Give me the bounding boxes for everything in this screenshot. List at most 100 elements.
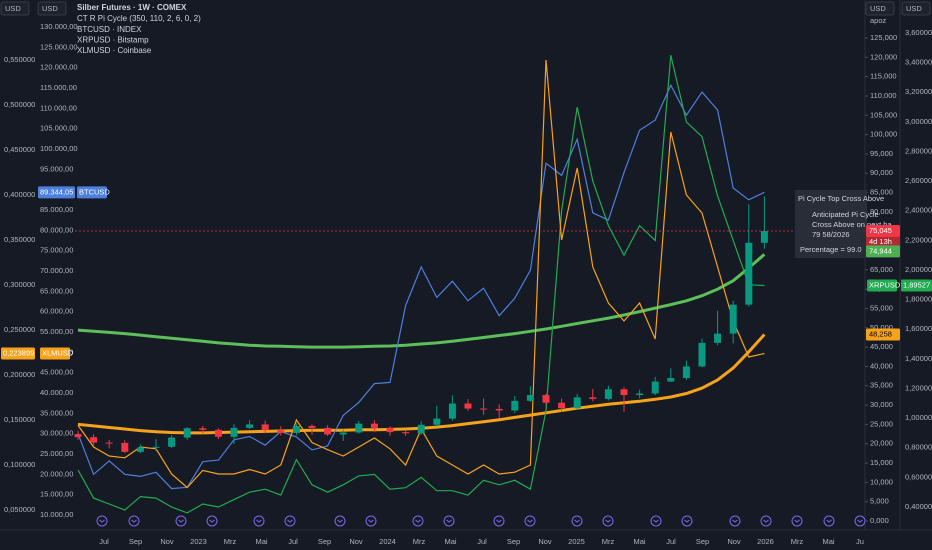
signal-line: Cross Above on next ba [812,220,892,229]
countdown-box [866,237,900,248]
candle-body [105,442,113,444]
x-tick-label: Mai [444,537,456,546]
candle-body [636,393,644,396]
event-icon-glyph [131,519,137,523]
y-tick-label: 50,000 [870,323,893,332]
y-tick-label: 20.000,00 [40,469,73,478]
y-tick-label: 55.000,00 [40,327,73,336]
candle-body [651,381,659,394]
y-tick-label: 25.000,00 [40,449,73,458]
y-tick-label: 35.000,00 [40,408,73,417]
y-tick-label: 80,000 [870,207,893,216]
y-tick-label: 65.000,00 [40,286,73,295]
last-price-tag [38,186,75,199]
x-tick-label: Mrz [791,537,804,546]
candle-body [745,242,753,305]
signal-title: Pi Cycle Top Cross Above [798,194,884,203]
event-icon [729,515,741,527]
event-icon-glyph [256,519,262,523]
event-icon [524,515,536,527]
y-tick-label: 0,000 [870,516,889,525]
y-tick-label: 110.000,00 [40,103,77,112]
series-tag [77,186,107,199]
series-tag-label: BTCUSD [79,187,110,196]
event-icon [681,515,693,527]
x-tick-label: Jul [288,537,298,546]
candle-body [480,408,488,410]
y-tick-label: 3,60000 [905,28,932,37]
candle-body [292,425,300,433]
ma-value-label: 48,258 [869,330,892,339]
candle-body [214,429,222,437]
candle-body [417,424,425,434]
y-tick-label: 15.000,00 [40,490,73,499]
y-tick-label: 1,40000 [905,354,932,363]
y-tick-label: 40,000 [870,361,893,370]
event-icon [823,515,835,527]
y-tick-label: 0,100000 [4,460,35,469]
series-tag [40,347,70,360]
candle-body [355,423,363,433]
candle-body [464,403,472,409]
event-icon [493,515,505,527]
y-tick-label: 85,000 [870,188,893,197]
candle-body [526,395,534,401]
candle-body [199,428,207,430]
last-price-tag [1,347,35,360]
y-tick-label: 45,000 [870,342,893,351]
y-tick-label: 2,80000 [905,146,932,155]
x-tick-label: Ju [856,537,864,546]
event-icon-glyph [209,519,215,523]
x-tick-label: Mai [633,537,645,546]
x-tick-label: Nov [538,537,552,546]
y-tick-label: 0,450000 [4,145,35,154]
candle-body [152,446,160,448]
candle-body [573,397,581,409]
x-tick-label: Jul [477,537,487,546]
candle-body [230,427,238,437]
axis-header-box [37,1,67,16]
candle-body [589,397,597,399]
y-tick-label: 0,350000 [4,235,35,244]
series-tag-label: XLMUSD [42,348,74,357]
candle-body [620,389,628,396]
x-tick-label: Sep [129,537,142,546]
signal-line: 79 58/2026 [812,230,850,239]
y-tick-label: 0,400000 [4,190,35,199]
y-tick-label: 0,60000 [905,472,932,481]
x-tick-label: Sep [318,537,331,546]
event-icon-glyph [794,519,800,523]
price-line [77,55,765,514]
y-tick-label: 1,60000 [905,324,932,333]
y-tick-label: 90,000 [870,168,893,177]
y-tick-label: 100,000 [870,130,897,139]
axis-header-box [901,1,931,16]
y-tick-label: 10,000 [870,477,893,486]
candle-body [558,402,566,409]
event-icon [760,515,772,527]
y-tick-label: 130.000,00 [40,22,78,31]
x-tick-label: Mrz [413,537,426,546]
event-icon-glyph [287,519,293,523]
y-tick-label: 0,300000 [4,280,35,289]
countdown: 4d 13h [869,237,892,246]
x-tick-label: Mai [822,537,834,546]
legend-entry: BTCUSD · INDEX [77,25,142,34]
y-tick-label: 2,00000 [905,265,932,274]
event-icon [602,515,614,527]
series-tag-label: XRPUSD [869,280,901,289]
y-tick-label: 10.000,00 [40,510,73,519]
y-tick-label: 1,80000 [905,295,932,304]
y-tick-label: 85.000,00 [40,205,73,214]
candle-body [324,427,332,435]
candle-body [308,425,316,428]
x-tick-label: Mrz [224,537,237,546]
event-icon-glyph [446,519,452,523]
candle-body [698,342,706,367]
candle-body [168,437,176,447]
y-tick-label: 15,000 [870,458,893,467]
scale-mode: apoz [870,16,887,25]
y-tick-label: 30,000 [870,400,893,409]
y-tick-label: 70.000,00 [40,266,73,275]
y-tick-label: 100.000,00 [40,144,78,153]
